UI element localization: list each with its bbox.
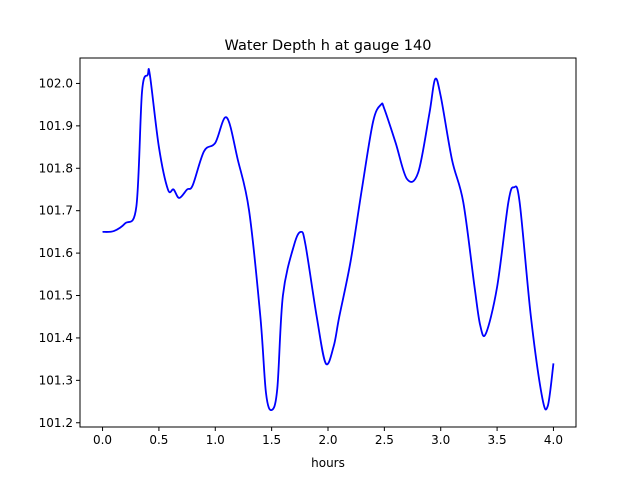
plot-area [102,68,555,412]
series-line-h [102,68,555,412]
x-tick-label: 0.5 [149,433,168,447]
x-tick-label: 3.0 [431,433,450,447]
y-tick-label: 101.4 [39,331,73,345]
x-tick-label: 4.0 [544,433,563,447]
y-tick-label: 101.5 [39,289,73,303]
x-tick-label: 1.0 [206,433,225,447]
y-tick-label: 101.9 [39,119,73,133]
x-tick-label: 1.5 [262,433,281,447]
y-tick-label: 101.8 [39,161,73,175]
x-tick-label: 0.0 [93,433,112,447]
x-tick-label: 2.5 [375,433,394,447]
y-tick-label: 101.3 [39,373,73,387]
x-axis-label: hours [311,456,345,470]
y-tick-label: 101.6 [39,246,73,260]
x-tick-label: 3.5 [488,433,507,447]
y-tick-label: 102.0 [39,76,73,90]
y-tick-label: 101.2 [39,416,73,430]
x-tick-label: 2.0 [318,433,337,447]
y-tick-label: 101.7 [39,204,73,218]
chart-title: Water Depth h at gauge 140 [225,38,432,54]
